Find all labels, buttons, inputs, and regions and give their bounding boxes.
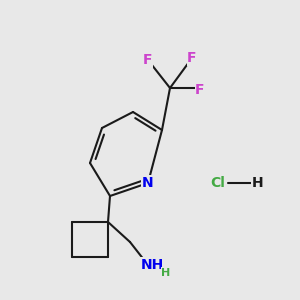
Text: F: F: [195, 83, 205, 97]
Text: Cl: Cl: [211, 176, 225, 190]
Text: F: F: [187, 51, 197, 65]
Text: F: F: [143, 53, 153, 67]
Text: N: N: [142, 176, 154, 190]
Text: H: H: [161, 268, 171, 278]
Text: NH: NH: [140, 258, 164, 272]
Text: H: H: [252, 176, 264, 190]
